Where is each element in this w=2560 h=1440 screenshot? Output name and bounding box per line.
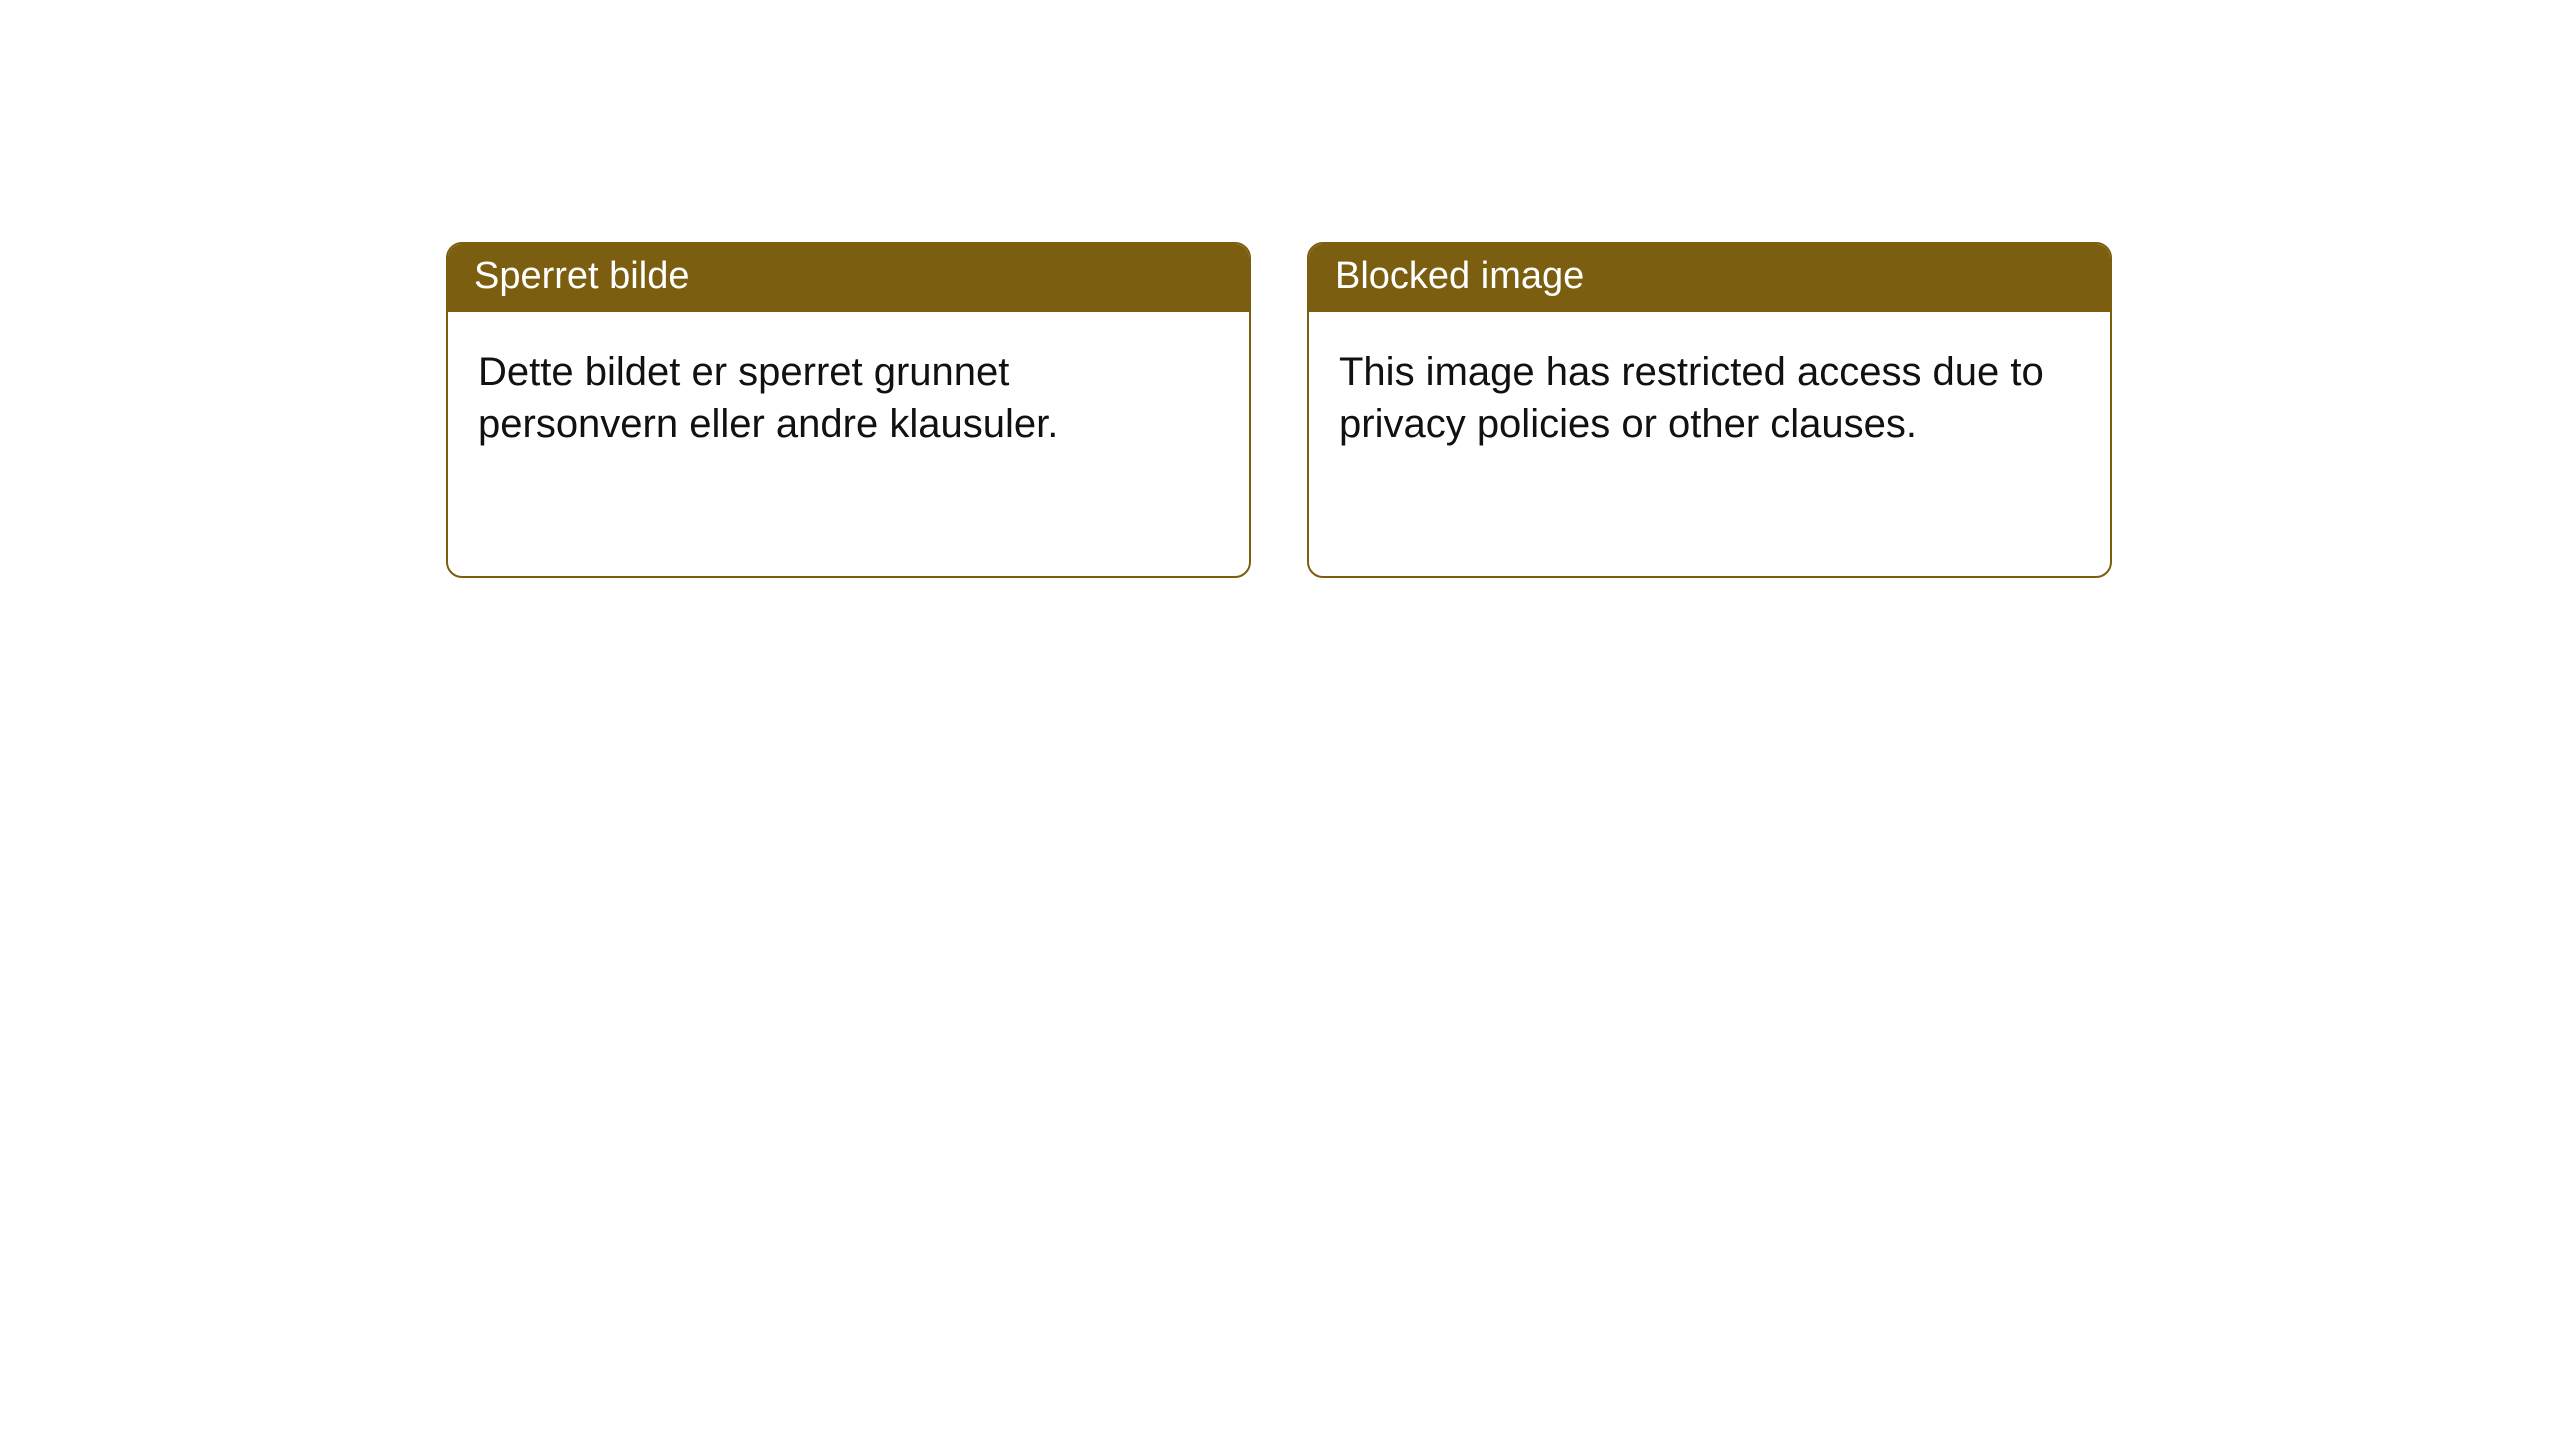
- notice-card-norwegian: Sperret bilde Dette bildet er sperret gr…: [446, 242, 1251, 578]
- notice-card-english: Blocked image This image has restricted …: [1307, 242, 2112, 578]
- card-body: Dette bildet er sperret grunnet personve…: [448, 312, 1249, 486]
- card-title: Sperret bilde: [448, 244, 1249, 312]
- card-body: This image has restricted access due to …: [1309, 312, 2110, 486]
- notice-container: Sperret bilde Dette bildet er sperret gr…: [0, 0, 2560, 578]
- card-title: Blocked image: [1309, 244, 2110, 312]
